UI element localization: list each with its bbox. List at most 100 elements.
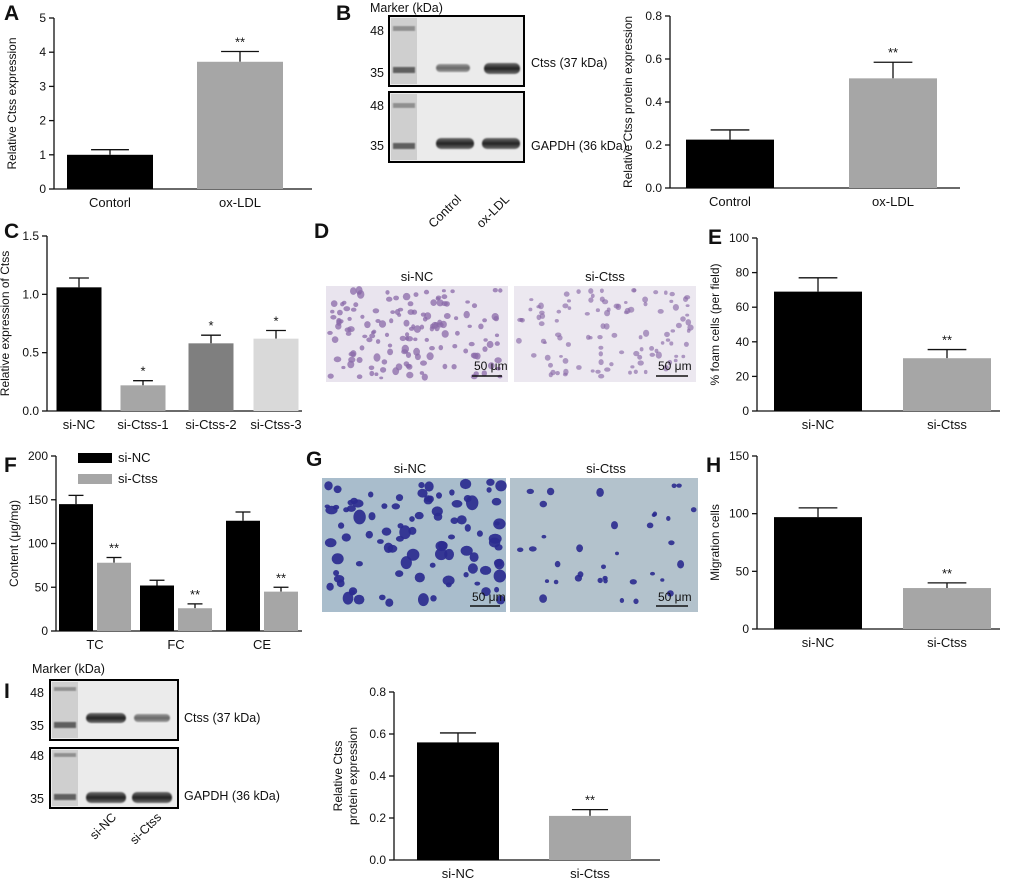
cell (683, 296, 688, 303)
cell (387, 544, 398, 553)
cell (528, 546, 537, 552)
significance-label: ** (190, 587, 200, 602)
cell (538, 302, 544, 310)
x-tick-label: TC (86, 637, 103, 652)
cell (660, 578, 665, 582)
western-blot-i: Marker (kDa) 48 35 48 35 Ctss (37 kDa) G… (30, 662, 280, 847)
y-tick-label: 50 (35, 580, 49, 594)
y-tick-label: 0.4 (645, 95, 662, 109)
cell (668, 540, 675, 546)
cell (450, 289, 455, 294)
scale-bar-label: 50 μm (474, 359, 508, 373)
cell (343, 306, 351, 312)
cell (342, 591, 354, 605)
band-ctss-sictss (134, 714, 170, 722)
cell (441, 330, 449, 338)
band-gapdh-sinc (86, 792, 126, 803)
cell (667, 590, 674, 597)
cell (436, 492, 442, 499)
y-tick-label: 0.2 (645, 138, 662, 152)
cell (389, 318, 394, 324)
cell (486, 340, 494, 349)
cell (686, 328, 691, 333)
bar (120, 385, 166, 411)
legend-label: si-NC (118, 450, 151, 465)
cell (413, 325, 421, 333)
cell (546, 487, 555, 496)
cell (541, 534, 547, 539)
y-tick-label: 0.5 (22, 346, 39, 360)
cell (584, 312, 590, 316)
cell (449, 489, 455, 496)
x-tick-label: Contorl (89, 195, 131, 210)
cell (543, 341, 547, 344)
bar (253, 338, 299, 411)
cell (368, 365, 375, 371)
cell (330, 315, 337, 320)
cell (414, 572, 425, 583)
cell (417, 488, 428, 498)
cell (327, 373, 334, 379)
cell (685, 313, 690, 317)
cell (669, 291, 675, 297)
cell (483, 338, 488, 342)
cell (430, 595, 437, 602)
bar (774, 517, 862, 629)
cell (576, 289, 581, 294)
x-tick-label: si-NC (802, 417, 835, 432)
cell (577, 571, 584, 578)
cell (331, 553, 344, 565)
cell (567, 306, 572, 310)
y-tick-label: 40 (736, 335, 750, 349)
cell (666, 516, 671, 521)
significance-label: ** (235, 35, 245, 50)
cell (469, 552, 479, 562)
panel-letter-a: A (4, 2, 19, 25)
band-label-gapdh: GAPDH (36 kDa) (531, 139, 627, 153)
cell (611, 521, 618, 530)
cell (673, 358, 678, 363)
cell (341, 533, 351, 542)
cell (406, 371, 414, 379)
significance-label: ** (942, 333, 952, 348)
y-axis-title: Migration cells (708, 504, 722, 581)
cell (406, 548, 420, 561)
cell (403, 319, 410, 327)
chart-a: 0 1 2 3 4 5 Relative Ctss expression Contorl ** o… (5, 11, 312, 210)
y-tick-label: 0 (742, 404, 749, 418)
scale-bar-label: 50 μm (472, 590, 506, 604)
y-tick-label: 0 (39, 182, 46, 196)
mw-48: 48 (30, 686, 44, 700)
bar (97, 562, 131, 631)
cell (516, 337, 522, 344)
cell (595, 308, 601, 313)
y-tick-label: 0.4 (369, 769, 386, 783)
cell (441, 294, 448, 300)
x-tick-label: Control (709, 194, 751, 209)
cell (555, 371, 560, 376)
cell (567, 299, 571, 303)
cell (619, 598, 625, 603)
y-tick-label: 0.6 (369, 727, 386, 741)
cell (494, 586, 500, 593)
cell (685, 319, 692, 326)
cell (463, 572, 469, 578)
band-label-ctss: Ctss (37 kDa) (531, 56, 607, 70)
cell (436, 299, 444, 307)
y-tick-label: 0.0 (369, 853, 386, 867)
cell (633, 369, 638, 374)
cell (437, 541, 448, 550)
cell (405, 352, 412, 358)
cell (438, 345, 444, 351)
significance-label: * (273, 314, 278, 329)
cell (494, 333, 500, 338)
cell (372, 308, 380, 314)
cell (375, 319, 381, 323)
cell (599, 288, 604, 294)
cell (325, 505, 338, 515)
cell (333, 485, 342, 494)
cell (548, 362, 553, 368)
x-tick-label: si-Ctss (570, 866, 610, 878)
marker-band (54, 794, 76, 800)
cell (481, 370, 487, 377)
